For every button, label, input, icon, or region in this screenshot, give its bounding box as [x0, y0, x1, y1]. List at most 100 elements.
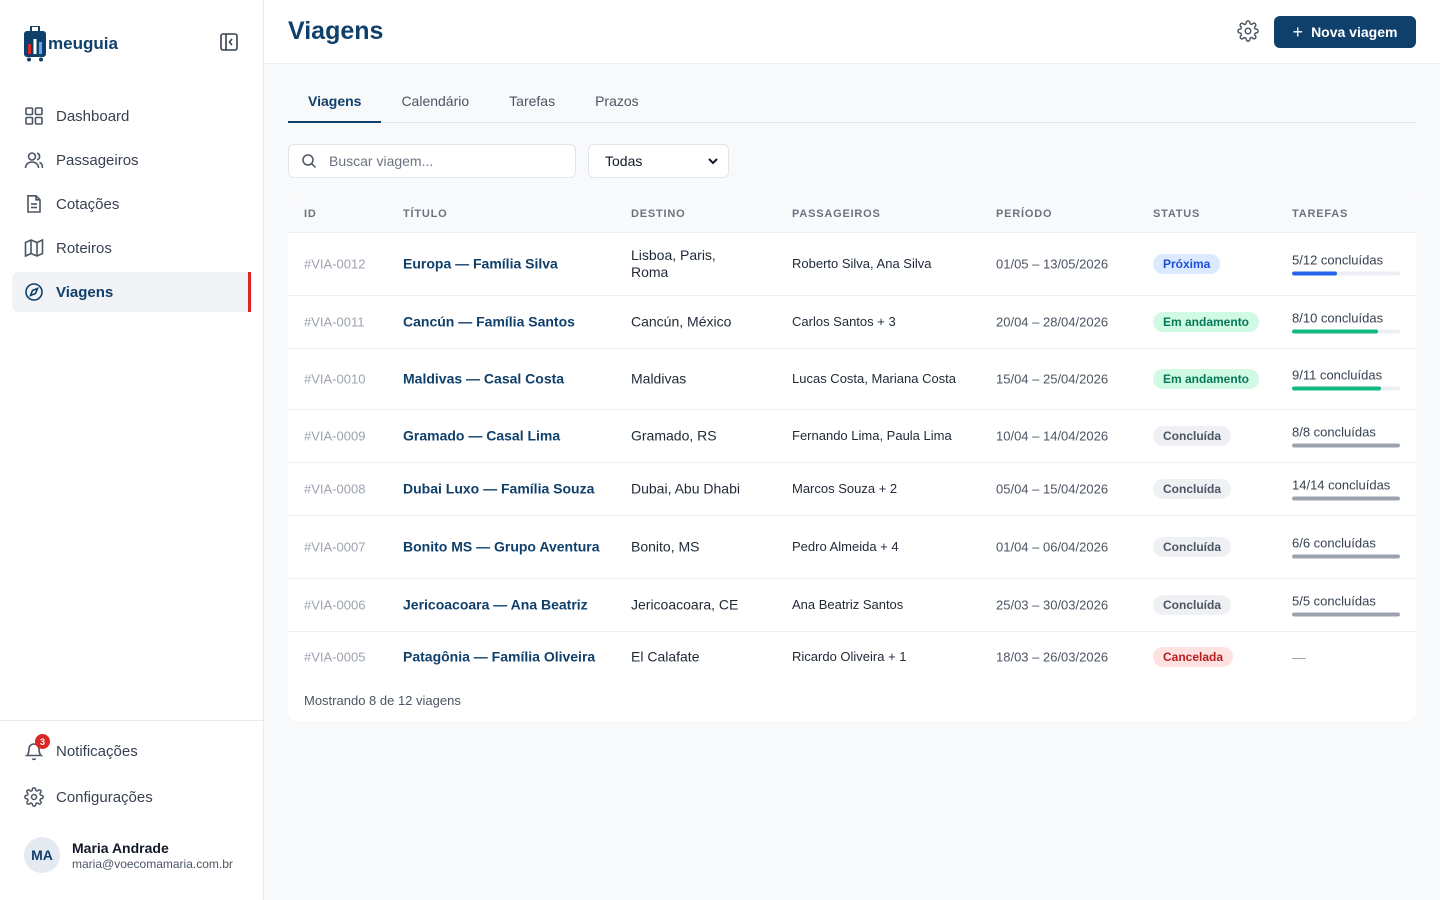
- sidebar-item-passageiros[interactable]: Passageiros: [12, 140, 252, 180]
- trip-destination: Jericoacoara, CE: [631, 596, 739, 613]
- status-badge: Em andamento: [1153, 369, 1260, 389]
- tasks-progress-text: 9/11 concluídas: [1292, 367, 1383, 383]
- tabs-bar: Viagens Calendário Tarefas Prazos: [288, 80, 1416, 123]
- sidebar-item-label: Dashboard: [56, 107, 130, 125]
- status-filter-select[interactable]: Todas: [588, 144, 729, 178]
- table-row[interactable]: #VIA-0010 Maldivas — Casal Costa Maldivas L…: [288, 349, 1416, 410]
- trip-passengers: Ana Beatriz Santos: [792, 597, 904, 612]
- tasks-empty: —: [1292, 649, 1306, 665]
- tab-calendario[interactable]: Calendário: [401, 93, 470, 109]
- sidebar-item-notificacoes[interactable]: 3 Notificações: [24, 734, 138, 761]
- sidebar-item-roteiros[interactable]: Roteiros: [12, 228, 252, 268]
- sidebar-item-cotacoes[interactable]: Cotações: [12, 184, 252, 224]
- status-badge: Concluída: [1153, 426, 1232, 446]
- trip-destination: Cancún, México: [631, 313, 732, 330]
- trip-title-link[interactable]: Bonito MS — Grupo Aventura: [403, 538, 600, 555]
- trip-title-link[interactable]: Cancún — Família Santos: [403, 313, 575, 330]
- table-footer-count: Mostrando 8 de 12 viagens: [304, 693, 461, 708]
- trip-destination: Lisboa, Paris, Roma: [631, 247, 716, 280]
- status-badge: Cancelada: [1153, 647, 1234, 667]
- plus-icon: +: [1292, 22, 1304, 42]
- trip-title-link[interactable]: Europa — Família Silva: [403, 255, 558, 272]
- trip-passengers: Marcos Souza + 2: [792, 481, 898, 496]
- status-cell: Concluída: [1153, 479, 1232, 499]
- users-icon: [24, 150, 44, 170]
- status-badge: Concluída: [1153, 537, 1232, 557]
- table-row[interactable]: #VIA-0005 Patagônia — Família Oliveira El …: [288, 632, 1416, 682]
- trip-title-link[interactable]: Maldivas — Casal Costa: [403, 370, 565, 387]
- trip-period: 20/04 – 28/04/2026: [996, 314, 1109, 330]
- tab-tarefas[interactable]: Tarefas: [509, 93, 556, 109]
- trip-passengers: Lucas Costa, Mariana Costa: [792, 371, 957, 386]
- trip-id: #VIA-0006: [304, 597, 366, 613]
- trip-title-link[interactable]: Jericoacoara — Ana Beatriz: [403, 596, 588, 613]
- search-box: [288, 144, 576, 178]
- table-row[interactable]: #VIA-0012 Europa — Família Silva Lisboa, P…: [288, 233, 1416, 296]
- trip-period: 05/04 – 15/04/2026: [996, 481, 1109, 497]
- status-cell: Próxima: [1153, 254, 1221, 274]
- brand-name: meuguia: [48, 34, 118, 53]
- trip-destination: Dubai, Abu Dhabi: [631, 480, 740, 497]
- trip-id: #VIA-0008: [304, 481, 366, 497]
- sidebar-item-label: Viagens: [56, 283, 114, 301]
- page-title: Viagens: [288, 17, 384, 45]
- tasks-progress-text: 14/14 concluídas: [1292, 477, 1391, 493]
- brand-logo[interactable]: meuguia: [24, 26, 118, 62]
- search-input[interactable]: [329, 153, 559, 169]
- tasks-progress-bar: [1292, 443, 1400, 448]
- table-row[interactable]: #VIA-0007 Bonito MS — Grupo Aventura Bonit…: [288, 516, 1416, 579]
- tasks-progress-text: 6/6 concluídas: [1292, 535, 1376, 551]
- trip-passengers: Fernando Lima, Paula Lima: [792, 428, 952, 443]
- tab-prazos[interactable]: Prazos: [595, 93, 639, 109]
- sidebar-item-label: Passageiros: [56, 151, 139, 169]
- trip-title-link[interactable]: Patagônia — Família Oliveira: [403, 648, 596, 665]
- trip-period: 25/03 – 30/03/2026: [996, 597, 1109, 613]
- tasks-progress-text: 5/12 concluídas: [1292, 252, 1384, 268]
- sidebar-item-label: Configurações: [56, 788, 153, 806]
- new-trip-button[interactable]: + Nova viagem: [1274, 16, 1416, 48]
- settings-gear-icon[interactable]: [1237, 20, 1259, 42]
- column-header-id: ID: [304, 208, 317, 220]
- trip-id: #VIA-0012: [304, 256, 366, 272]
- trip-destination: Maldivas: [631, 370, 687, 387]
- trip-title-link[interactable]: Gramado — Casal Lima: [403, 427, 561, 444]
- trip-id: #VIA-0007: [304, 539, 366, 555]
- tasks-cell: —: [1292, 649, 1400, 665]
- trip-period: 15/04 – 25/04/2026: [996, 371, 1109, 387]
- status-cell: Concluída: [1153, 426, 1232, 446]
- tasks-progress-fill: [1292, 386, 1381, 391]
- map-icon: [24, 238, 44, 258]
- tasks-progress-fill: [1292, 612, 1400, 617]
- trip-period: 10/04 – 14/04/2026: [996, 428, 1109, 444]
- table-row[interactable]: #VIA-0009 Gramado — Casal Lima Gramado, RS…: [288, 410, 1416, 463]
- status-filter-value: Todas: [605, 153, 643, 169]
- trip-period: 18/03 – 26/03/2026: [996, 649, 1109, 665]
- tasks-cell: 14/14 concluídas: [1292, 478, 1400, 501]
- tasks-progress-text: 8/8 concluídas: [1292, 424, 1376, 440]
- document-icon: [24, 194, 44, 214]
- trip-id: #VIA-0005: [304, 649, 366, 665]
- tasks-cell: 5/5 concluídas: [1292, 594, 1400, 617]
- sidebar: meuguia Dashboard Passageiros Cotações: [0, 0, 264, 900]
- column-header-title: TÍTULO: [403, 208, 448, 220]
- column-header-passengers: PASSAGEIROS: [792, 208, 881, 220]
- column-header-destination: DESTINO: [631, 208, 686, 220]
- table-header: ID TÍTULO DESTINO PASSAGEIROS PERÍODO ST…: [288, 195, 1416, 233]
- sidebar-item-dashboard[interactable]: Dashboard: [12, 96, 252, 136]
- tasks-cell: 6/6 concluídas: [1292, 536, 1400, 559]
- table-row[interactable]: #VIA-0008 Dubai Luxo — Família Souza Dubai…: [288, 463, 1416, 516]
- table-row[interactable]: #VIA-0011 Cancún — Família Santos Cancún, …: [288, 296, 1416, 349]
- avatar: MA: [24, 837, 60, 873]
- sidebar-item-configuracoes[interactable]: Configurações: [24, 787, 153, 807]
- sidebar-item-viagens[interactable]: Viagens: [12, 272, 252, 312]
- collapse-sidebar-icon[interactable]: [219, 32, 239, 52]
- user-name: Maria Andrade: [72, 839, 169, 856]
- trip-passengers: Ricardo Oliveira + 1: [792, 649, 907, 664]
- user-profile[interactable]: MA Maria Andrade maria@voecomamaria.com.…: [24, 837, 233, 873]
- tab-viagens[interactable]: Viagens: [288, 80, 382, 123]
- status-badge: Concluída: [1153, 479, 1232, 499]
- table-row[interactable]: #VIA-0006 Jericoacoara — Ana Beatriz Jeric…: [288, 579, 1416, 632]
- trip-title-link[interactable]: Dubai Luxo — Família Souza: [403, 480, 595, 497]
- chevron-down-icon: [708, 158, 718, 165]
- trip-passengers: Roberto Silva, Ana Silva: [792, 256, 932, 271]
